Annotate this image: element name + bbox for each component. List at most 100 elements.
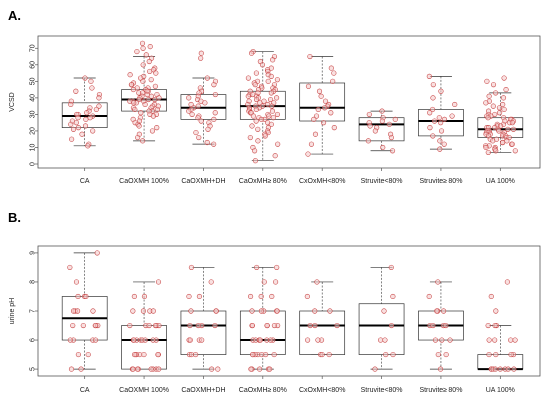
data-point	[430, 106, 436, 113]
data-point	[511, 366, 517, 372]
category-label: Struvite≥ 80%	[419, 387, 462, 394]
data-point	[152, 96, 158, 103]
data-point	[141, 293, 148, 300]
data-point	[271, 351, 277, 358]
box	[299, 310, 346, 355]
data-point	[486, 337, 492, 343]
data-point	[483, 100, 489, 106]
data-point	[248, 50, 255, 56]
data-point	[268, 121, 274, 127]
data-point	[204, 139, 210, 146]
data-point	[144, 91, 150, 98]
data-point	[148, 93, 155, 99]
data-point	[377, 337, 384, 343]
data-point	[198, 50, 204, 56]
data-point	[427, 110, 433, 116]
y-tick-label: 7	[30, 309, 37, 313]
data-point	[271, 322, 277, 329]
data-point	[452, 101, 458, 108]
data-point	[438, 120, 444, 126]
data-point	[96, 103, 102, 109]
category-label: CaOxMH≥ 80%	[239, 387, 287, 394]
data-point	[308, 141, 315, 147]
data-point	[253, 70, 259, 76]
data-point	[490, 82, 497, 88]
data-point	[258, 116, 264, 122]
data-point	[92, 337, 99, 343]
data-point	[367, 123, 373, 129]
data-point	[388, 322, 395, 329]
data-point	[79, 131, 85, 137]
data-point	[493, 90, 499, 96]
data-point	[262, 133, 268, 139]
data-point	[143, 52, 149, 58]
data-point	[250, 113, 256, 119]
data-point	[188, 351, 195, 358]
data-point	[78, 366, 84, 372]
data-point	[509, 120, 516, 126]
data-point	[488, 293, 494, 300]
data-point	[149, 128, 156, 134]
data-point	[383, 351, 389, 358]
data-point	[307, 53, 313, 60]
data-point	[315, 106, 321, 113]
data-point	[155, 351, 161, 358]
category-label: CxOxMH<80%	[299, 387, 345, 394]
data-point	[138, 110, 144, 116]
data-point	[188, 101, 194, 108]
category-label: CaOXMH+DH	[181, 178, 225, 185]
data-point	[150, 337, 156, 343]
data-point	[505, 126, 511, 132]
data-point	[497, 110, 503, 116]
data-point	[512, 148, 518, 154]
data-point	[269, 293, 275, 300]
data-point	[202, 100, 208, 106]
data-point	[150, 308, 156, 314]
y-tick-label: 8	[30, 280, 37, 284]
data-point	[322, 105, 328, 111]
data-point	[156, 366, 162, 372]
data-point	[365, 138, 371, 144]
data-point	[274, 264, 280, 271]
category-label: CaOxMH≥ 80%	[239, 178, 287, 185]
data-point	[497, 366, 503, 372]
data-point	[261, 279, 267, 285]
data-point	[500, 101, 506, 108]
data-point	[146, 322, 152, 329]
data-point	[274, 308, 280, 314]
data-point	[198, 55, 204, 61]
data-point	[316, 88, 323, 94]
data-point	[388, 134, 394, 141]
data-point	[252, 158, 259, 164]
data-point	[312, 308, 318, 314]
data-point	[195, 103, 201, 109]
data-point	[90, 308, 96, 314]
data-point	[267, 366, 273, 372]
data-point	[69, 136, 75, 142]
box	[180, 310, 227, 355]
data-point	[85, 351, 91, 358]
data-point	[486, 351, 492, 358]
data-point	[257, 337, 263, 343]
data-point	[140, 45, 146, 51]
data-point	[437, 138, 443, 144]
data-point	[252, 82, 258, 88]
data-point	[313, 113, 320, 119]
data-point	[199, 337, 205, 343]
data-point	[330, 78, 336, 84]
data-point	[443, 351, 449, 358]
data-point	[128, 82, 134, 88]
data-point	[430, 95, 436, 101]
y-axis-title: urine pH	[9, 298, 16, 324]
data-point	[500, 139, 506, 146]
data-point	[73, 120, 79, 126]
data-point	[249, 322, 255, 329]
y-tick-label: 0	[30, 162, 37, 166]
data-point	[254, 264, 260, 271]
data-point	[265, 78, 271, 84]
category-label: CaOXMH+DH	[181, 387, 225, 394]
data-point	[75, 351, 81, 358]
data-point	[392, 116, 398, 122]
data-point	[328, 65, 334, 71]
data-point	[188, 308, 194, 314]
